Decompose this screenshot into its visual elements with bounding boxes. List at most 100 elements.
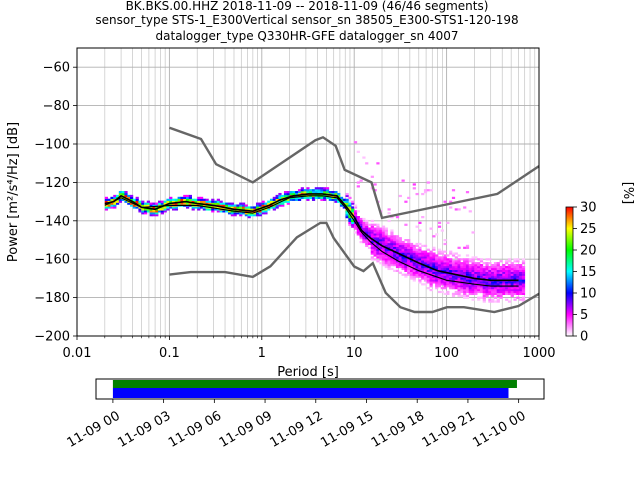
psd-cell	[325, 187, 330, 190]
psd-cell	[474, 281, 478, 284]
psd-cell	[359, 217, 363, 221]
psd-cell	[171, 206, 176, 209]
psd-cell	[510, 290, 514, 294]
psd-cell	[239, 206, 243, 209]
psd-cell	[485, 267, 489, 271]
psd-cell	[110, 198, 114, 201]
psd-cell	[213, 202, 218, 205]
psd-cell	[297, 189, 302, 192]
psd-cell	[244, 206, 248, 209]
psd-cell	[205, 204, 209, 207]
psd-cell	[130, 196, 134, 200]
psd-cell	[188, 194, 192, 198]
psd-cell	[457, 246, 461, 249]
psd-cell	[471, 290, 475, 294]
psd-cell	[446, 265, 450, 269]
psd-cell	[155, 210, 159, 213]
psd-cell	[429, 265, 433, 269]
psd-cell	[334, 200, 338, 203]
psd-cell	[261, 210, 265, 213]
psd-cell	[138, 208, 142, 211]
psd-cell	[191, 206, 195, 209]
psd-cell	[297, 192, 302, 196]
psd-cell	[297, 191, 302, 194]
psd-cell	[362, 229, 366, 232]
psd-cell	[227, 212, 232, 215]
psd-cell	[507, 290, 512, 294]
psd-cell	[286, 194, 290, 198]
psd-cell	[255, 214, 260, 217]
psd-cell	[513, 260, 517, 263]
psd-cell	[253, 210, 257, 213]
psd-cell	[451, 285, 456, 288]
psd-cell	[345, 214, 349, 217]
psd-cell	[502, 275, 506, 278]
psd-cell	[485, 258, 489, 261]
psd-cell	[429, 279, 433, 282]
psd-cell	[423, 258, 428, 261]
psd-cell	[393, 260, 397, 263]
psd-cell	[437, 290, 442, 294]
psd-cell	[370, 175, 374, 178]
psd-cell	[197, 198, 201, 201]
psd-cell	[479, 287, 484, 290]
psd-cell	[320, 187, 324, 190]
psd-cell	[471, 279, 475, 282]
psd-cell	[113, 202, 117, 205]
psd-cell	[258, 214, 262, 217]
psd-cell	[376, 239, 380, 242]
psd-cell	[429, 277, 433, 280]
psd-cell	[465, 277, 470, 280]
psd-cell	[283, 192, 288, 196]
psd-cell	[412, 256, 416, 259]
psd-cell	[381, 254, 386, 257]
psd-cell	[295, 191, 299, 194]
psd-cell	[446, 285, 450, 288]
psd-cell	[409, 244, 414, 248]
psd-cell	[379, 252, 383, 255]
psd-cell	[342, 206, 346, 209]
psd-cell	[253, 206, 257, 209]
psd-cell	[460, 267, 464, 271]
psd-cell	[404, 239, 408, 242]
psd-cell	[407, 246, 411, 249]
psd-cell	[440, 279, 444, 282]
psd-cell	[163, 200, 167, 203]
psd-cell	[513, 292, 517, 296]
psd-cell	[477, 288, 481, 292]
psd-cell	[468, 273, 472, 276]
psd-cell	[376, 229, 380, 232]
psd-cell	[507, 260, 512, 263]
psd-cell	[233, 206, 237, 209]
psd-cell	[152, 212, 156, 215]
psd-cell	[398, 244, 402, 248]
psd-cell	[496, 290, 500, 294]
psd-cell	[163, 206, 167, 209]
psd-cell	[460, 258, 464, 261]
psd-cell	[510, 262, 514, 265]
psd-cell	[488, 277, 492, 280]
psd-cell	[440, 260, 444, 263]
x-tick-label: 0.1	[159, 346, 180, 361]
psd-cell	[482, 294, 486, 297]
psd-cell	[465, 281, 470, 284]
psd-cell	[463, 267, 467, 271]
psd-cell	[412, 187, 416, 190]
psd-cell	[412, 277, 416, 280]
psd-cell	[463, 288, 467, 292]
psd-cell	[482, 275, 486, 278]
psd-cell	[104, 200, 109, 203]
psd-cell	[440, 250, 444, 253]
psd-cell	[471, 265, 475, 269]
psd-cell	[465, 267, 470, 271]
psd-cell	[381, 240, 386, 244]
psd-cell	[177, 196, 181, 200]
psd-cell	[513, 265, 517, 269]
psd-cell	[502, 290, 506, 294]
psd-cell	[404, 250, 408, 253]
psd-cell	[177, 198, 181, 201]
psd-cell	[451, 271, 456, 274]
psd-cell	[496, 300, 500, 303]
psd-cell	[174, 206, 178, 209]
